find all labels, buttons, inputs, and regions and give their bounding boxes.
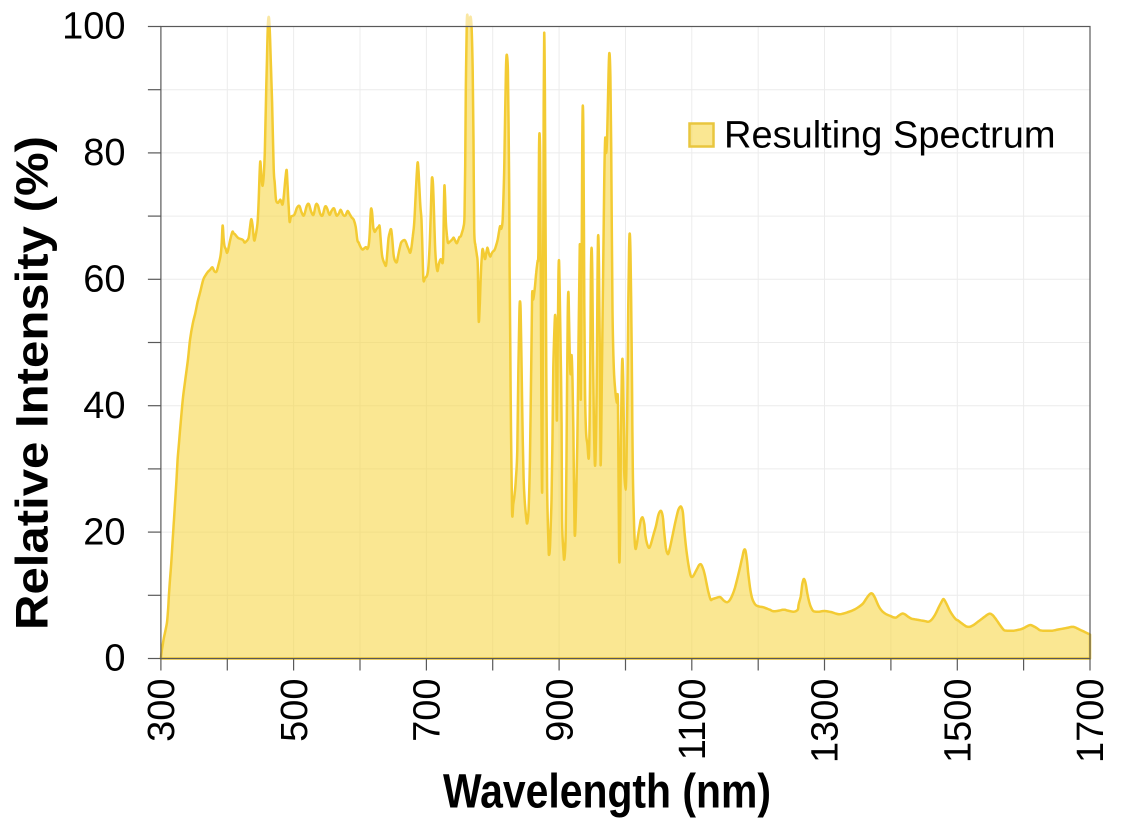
svg-text:500: 500 [274,679,316,742]
svg-text:20: 20 [83,511,125,553]
svg-text:0: 0 [104,638,125,680]
svg-text:1300: 1300 [805,679,847,764]
svg-text:1100: 1100 [672,679,714,761]
svg-text:900: 900 [539,679,581,742]
svg-text:100: 100 [62,6,125,48]
svg-text:Relative Intensity (%): Relative Intensity (%) [7,136,58,630]
svg-text:Resulting Spectrum: Resulting Spectrum [724,115,1056,157]
svg-text:40: 40 [83,385,125,427]
svg-text:700: 700 [407,679,449,742]
svg-text:1700: 1700 [1070,679,1112,764]
svg-text:Wavelength (nm): Wavelength (nm) [443,766,771,819]
svg-text:80: 80 [83,132,125,174]
svg-text:1500: 1500 [938,679,980,764]
svg-text:60: 60 [83,259,125,301]
svg-text:300: 300 [141,679,183,742]
